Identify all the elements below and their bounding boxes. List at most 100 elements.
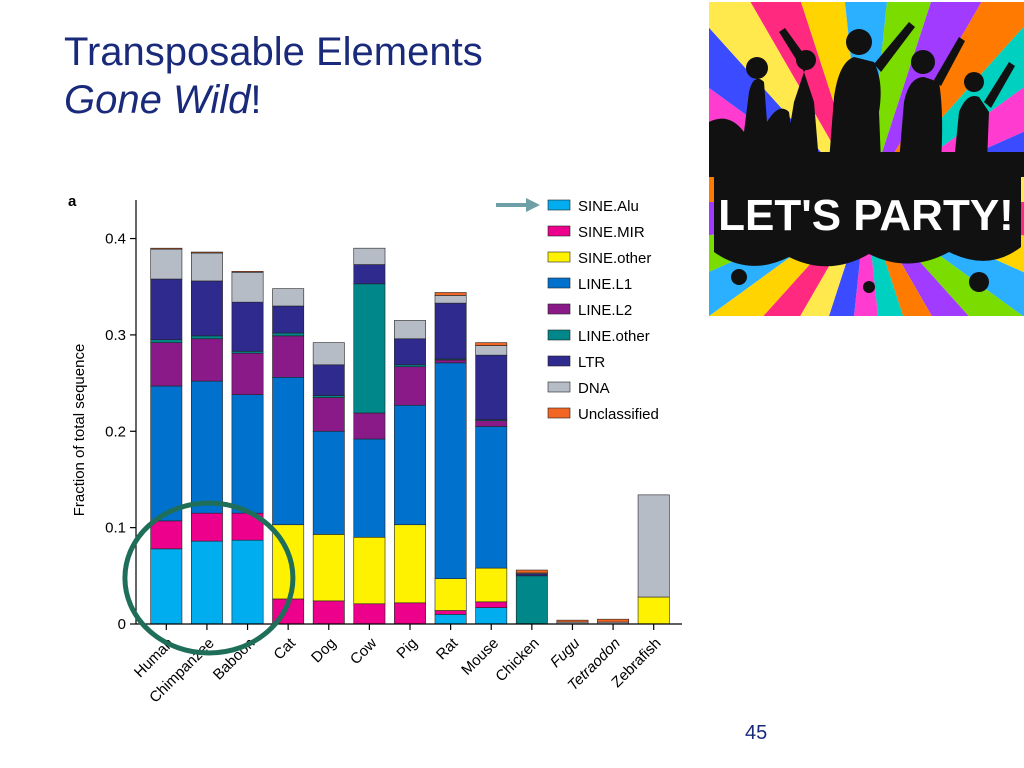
bar-segment [312, 534, 345, 602]
page-number: 45 [745, 722, 768, 744]
x-tick-label: Dog [308, 635, 339, 666]
bar-segment [312, 342, 345, 366]
legend-swatch [547, 303, 571, 315]
bar-segment [231, 301, 264, 352]
bar-segment [190, 335, 223, 340]
bar-segment [190, 380, 223, 514]
bar-segment [190, 540, 223, 625]
legend-label: LINE.L1 [578, 276, 632, 293]
bar-segment [475, 354, 508, 421]
legend-label: SINE.other [578, 250, 651, 267]
bar-segment [353, 536, 386, 605]
paint-splash [714, 152, 1021, 267]
bar-segment [597, 618, 630, 623]
legend-label: SINE.Alu [578, 198, 639, 215]
bar-segment [272, 335, 305, 378]
title-exclamation: ! [250, 78, 262, 122]
bar-segment [434, 292, 467, 296]
bar-segment [394, 338, 426, 366]
legend-swatch [547, 199, 571, 211]
x-tick-label: Rat [433, 634, 462, 663]
bar-segment [475, 426, 508, 569]
title-line-2: Gone Wild! [64, 76, 483, 124]
bar-segment [434, 610, 467, 615]
slide-title: Transposable Elements Gone Wild! [64, 28, 483, 124]
x-tick-label: Cow [347, 635, 380, 668]
party-ray [866, 87, 1024, 202]
bar-segment [190, 251, 223, 254]
bar-segment [637, 596, 670, 625]
bar-segment [312, 397, 345, 432]
bar-segment [556, 619, 589, 623]
bar-segment [475, 420, 508, 427]
bar-segment [515, 569, 548, 574]
legend-swatch [547, 329, 571, 341]
bar-segment [394, 602, 426, 625]
bar-segment [475, 607, 508, 625]
bar-segment [190, 512, 223, 542]
bar-segment [434, 295, 467, 304]
x-tick-label: Chicken [492, 635, 542, 685]
bar-segment [434, 614, 467, 625]
bar-segment [394, 366, 426, 406]
bar-segment [394, 320, 426, 340]
panel-label: a [68, 193, 77, 210]
bar-segment [150, 248, 183, 280]
bar-segment [312, 430, 345, 535]
bar-segment [150, 385, 183, 522]
y-tick-label: 0 [118, 616, 126, 633]
y-tick-label: 0.3 [105, 327, 126, 344]
bar-segment [231, 394, 264, 514]
bar-segment [190, 338, 223, 382]
bar-segment [150, 342, 183, 387]
legend-swatch [547, 355, 571, 367]
bar-segment [150, 247, 183, 250]
legend-swatch [547, 277, 571, 289]
bar-segment [231, 271, 264, 273]
bar-segment [231, 352, 264, 395]
title-line-1: Transposable Elements [64, 30, 483, 74]
legend-swatch [547, 407, 571, 419]
bar-segment [353, 603, 386, 625]
bar-segment [353, 438, 386, 538]
bar-segment [475, 342, 508, 346]
bar-segment [272, 288, 305, 307]
bar-segment [353, 264, 386, 285]
y-axis-label: Fraction of total sequence [71, 344, 88, 517]
legend-arrow-head [526, 198, 540, 212]
legend-label: LTR [578, 354, 605, 371]
y-tick-label: 0.1 [105, 520, 126, 537]
bar-segment [150, 339, 183, 343]
bar-segment [150, 548, 183, 625]
highlight-circle [122, 500, 296, 656]
x-tick-label: Pig [393, 635, 420, 662]
bar-segment [394, 404, 426, 526]
party-ray [828, 202, 866, 316]
party-image: LET'S PARTY! [709, 2, 1024, 316]
bar-segment [475, 601, 508, 608]
x-tick-label: Fugu [547, 634, 584, 671]
bar-segment [637, 494, 670, 598]
bar-segment [353, 412, 386, 440]
bar-segment [475, 567, 508, 603]
legend-label: DNA [578, 380, 610, 397]
bar-segment [150, 520, 183, 550]
bar-segment [353, 247, 386, 265]
legend-label: LINE.other [578, 328, 650, 345]
stacked-bar-chart: a Fraction of total sequence 0 0.1 0.2 0.3 0… [68, 193, 682, 706]
bar-segment [272, 377, 305, 526]
legend-label: LINE.L2 [578, 302, 632, 319]
bar-segment [312, 600, 345, 625]
legend-swatch [547, 381, 571, 393]
legend-swatch [547, 251, 571, 263]
bar-segment [231, 271, 264, 303]
bar-segment [434, 359, 467, 364]
bar-segment [515, 575, 548, 625]
y-tick-label: 0.4 [105, 231, 126, 248]
legend-label: SINE.MIR [578, 224, 645, 241]
bar-segment [434, 578, 467, 611]
bar-segment [190, 280, 223, 337]
bar-segment [231, 539, 264, 625]
x-tick-label: Cat [270, 634, 299, 663]
party-text: LET'S PARTY! [718, 191, 1014, 240]
